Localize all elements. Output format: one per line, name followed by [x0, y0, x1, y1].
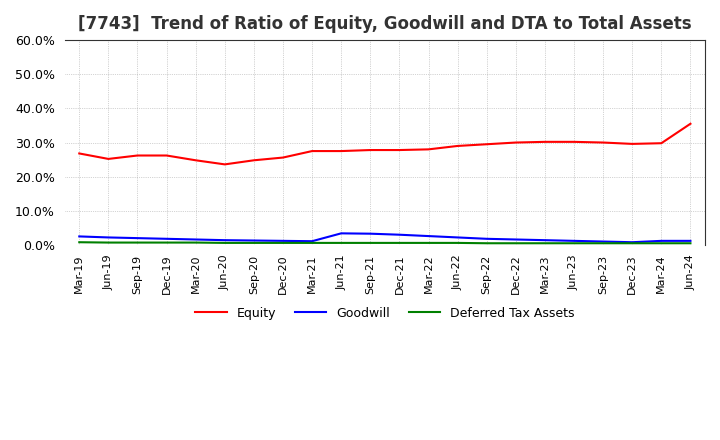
- Goodwill: [307, 238, 316, 244]
- Equity: [482, 142, 491, 147]
- Goodwill: [133, 235, 142, 241]
- Goodwill: [162, 236, 171, 242]
- Equity: [104, 156, 113, 161]
- Goodwill: [657, 238, 666, 243]
- Deferred Tax Assets: [511, 241, 520, 246]
- Equity: [337, 148, 346, 154]
- Equity: [133, 153, 142, 158]
- Goodwill: [686, 238, 695, 243]
- Goodwill: [279, 238, 287, 243]
- Deferred Tax Assets: [395, 240, 404, 246]
- Legend: Equity, Goodwill, Deferred Tax Assets: Equity, Goodwill, Deferred Tax Assets: [190, 302, 580, 325]
- Deferred Tax Assets: [307, 240, 316, 246]
- Goodwill: [395, 232, 404, 237]
- Goodwill: [337, 231, 346, 236]
- Equity: [366, 147, 374, 153]
- Goodwill: [192, 237, 200, 242]
- Line: Goodwill: Goodwill: [79, 233, 690, 242]
- Equity: [454, 143, 462, 149]
- Equity: [250, 158, 258, 163]
- Equity: [541, 139, 549, 144]
- Goodwill: [424, 234, 433, 239]
- Equity: [192, 158, 200, 163]
- Deferred Tax Assets: [482, 241, 491, 246]
- Deferred Tax Assets: [686, 241, 695, 246]
- Equity: [628, 141, 636, 147]
- Deferred Tax Assets: [424, 240, 433, 246]
- Deferred Tax Assets: [599, 241, 608, 246]
- Equity: [220, 162, 229, 167]
- Equity: [511, 140, 520, 145]
- Equity: [686, 121, 695, 126]
- Line: Equity: Equity: [79, 124, 690, 165]
- Equity: [307, 148, 316, 154]
- Goodwill: [628, 240, 636, 245]
- Equity: [570, 139, 578, 144]
- Deferred Tax Assets: [133, 240, 142, 245]
- Deferred Tax Assets: [541, 241, 549, 246]
- Deferred Tax Assets: [337, 240, 346, 246]
- Goodwill: [366, 231, 374, 236]
- Equity: [599, 140, 608, 145]
- Goodwill: [454, 235, 462, 240]
- Goodwill: [599, 239, 608, 244]
- Goodwill: [541, 238, 549, 243]
- Deferred Tax Assets: [279, 240, 287, 246]
- Goodwill: [75, 234, 84, 239]
- Deferred Tax Assets: [162, 240, 171, 245]
- Deferred Tax Assets: [104, 240, 113, 245]
- Goodwill: [482, 236, 491, 242]
- Equity: [657, 140, 666, 146]
- Equity: [279, 155, 287, 160]
- Equity: [75, 151, 84, 156]
- Deferred Tax Assets: [220, 240, 229, 246]
- Deferred Tax Assets: [192, 240, 200, 245]
- Line: Deferred Tax Assets: Deferred Tax Assets: [79, 242, 690, 243]
- Deferred Tax Assets: [570, 241, 578, 246]
- Deferred Tax Assets: [75, 240, 84, 245]
- Goodwill: [220, 238, 229, 243]
- Goodwill: [570, 238, 578, 243]
- Equity: [162, 153, 171, 158]
- Goodwill: [250, 238, 258, 243]
- Deferred Tax Assets: [628, 241, 636, 246]
- Equity: [395, 147, 404, 153]
- Title: [7743]  Trend of Ratio of Equity, Goodwill and DTA to Total Assets: [7743] Trend of Ratio of Equity, Goodwil…: [78, 15, 692, 33]
- Deferred Tax Assets: [657, 241, 666, 246]
- Deferred Tax Assets: [250, 240, 258, 246]
- Equity: [424, 147, 433, 152]
- Goodwill: [511, 237, 520, 242]
- Deferred Tax Assets: [366, 240, 374, 246]
- Goodwill: [104, 235, 113, 240]
- Deferred Tax Assets: [454, 240, 462, 246]
